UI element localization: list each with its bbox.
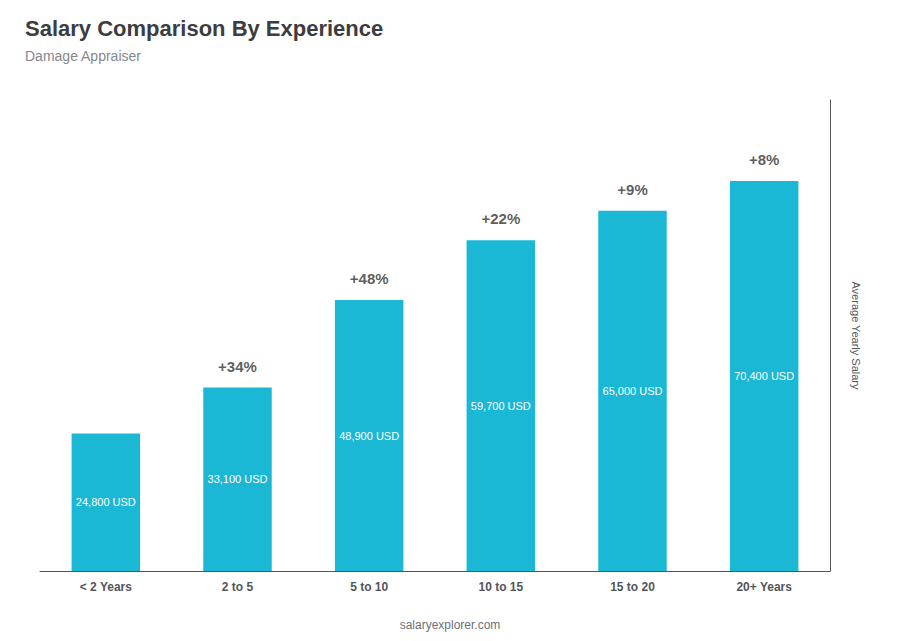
svg-text:+9%: +9% xyxy=(617,181,647,198)
svg-text:Average Yearly Salary: Average Yearly Salary xyxy=(850,281,862,390)
svg-text:Salary Comparison By Experienc: Salary Comparison By Experience xyxy=(25,16,383,41)
svg-text:< 2 Years: < 2 Years xyxy=(80,580,132,594)
svg-text:+48%: +48% xyxy=(350,270,389,287)
svg-text:+8%: +8% xyxy=(749,151,779,168)
svg-text:15 to 20: 15 to 20 xyxy=(610,580,655,594)
svg-text:Damage Appraiser: Damage Appraiser xyxy=(25,48,141,64)
svg-text:2 to 5: 2 to 5 xyxy=(222,580,254,594)
svg-text:5 to 10: 5 to 10 xyxy=(350,580,388,594)
svg-text:70,400 USD: 70,400 USD xyxy=(734,370,794,382)
svg-text:20+ Years: 20+ Years xyxy=(736,580,792,594)
svg-text:24,800 USD: 24,800 USD xyxy=(76,496,136,508)
svg-text:48,900 USD: 48,900 USD xyxy=(339,430,399,442)
svg-text:10 to 15: 10 to 15 xyxy=(478,580,523,594)
svg-text:+22%: +22% xyxy=(481,210,520,227)
svg-text:65,000 USD: 65,000 USD xyxy=(603,385,663,397)
svg-text:+34%: +34% xyxy=(218,358,257,375)
svg-text:salaryexplorer.com: salaryexplorer.com xyxy=(400,618,501,632)
svg-text:59,700 USD: 59,700 USD xyxy=(471,400,531,412)
svg-text:33,100 USD: 33,100 USD xyxy=(208,473,268,485)
